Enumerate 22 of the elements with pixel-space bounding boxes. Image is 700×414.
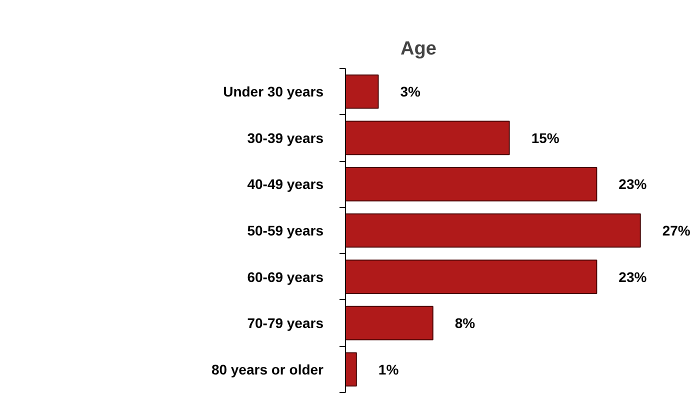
y-tick-label: Under 30 years — [223, 84, 324, 100]
y-tick-label: 60-69 years — [247, 268, 324, 285]
data-label: 15% — [531, 130, 560, 146]
y-tick-label: 80 years or older — [211, 361, 324, 378]
bar — [346, 306, 434, 340]
data-label: 23% — [618, 176, 648, 192]
bar — [346, 352, 357, 387]
data-label: 3% — [400, 84, 422, 100]
bar — [346, 74, 379, 109]
data-label: 27% — [662, 222, 691, 238]
y-tick-label: 30-39 years — [247, 130, 324, 146]
data-label: 8% — [454, 315, 476, 332]
data-label: 1% — [378, 361, 400, 378]
y-tick-label: 50-59 years — [247, 222, 324, 238]
data-label: 23% — [618, 268, 648, 285]
bar — [346, 120, 510, 156]
bar — [346, 213, 641, 248]
bar — [346, 260, 598, 294]
chart-title: Age — [400, 38, 436, 60]
y-tick-label: 70-79 years — [247, 315, 324, 332]
y-tick-label: 40-49 years — [247, 176, 324, 192]
bar — [346, 167, 598, 202]
